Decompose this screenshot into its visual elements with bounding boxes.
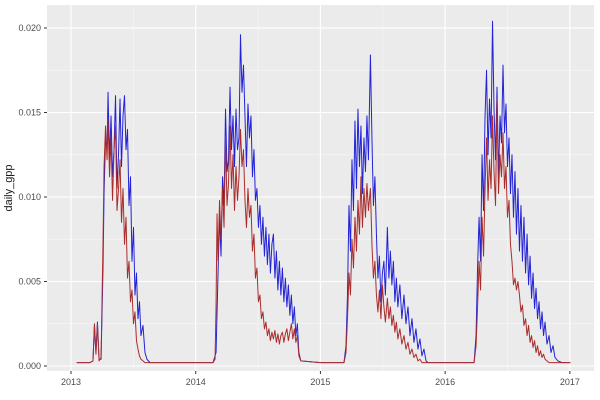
x-tick-label: 2014 (186, 377, 206, 387)
x-tick-label: 2013 (61, 377, 81, 387)
y-tick-label: 0.020 (18, 23, 41, 33)
y-tick-label: 0.010 (18, 192, 41, 202)
gridlines (47, 5, 594, 371)
y-tick-label: 0.000 (18, 361, 41, 371)
y-axis-title: daily_gpp (3, 164, 15, 211)
x-tick-label: 2017 (560, 377, 580, 387)
data-series (76, 20, 571, 364)
axes: 2013 2014 2015 2016 2017 0.000 0.005 0.010 0.015… (18, 23, 579, 387)
red-line (76, 98, 571, 364)
blue-line (76, 20, 571, 364)
y-tick-label: 0.015 (18, 107, 41, 117)
x-tick-label: 2016 (435, 377, 455, 387)
y-tick-label: 0.005 (18, 276, 41, 286)
x-tick-label: 2015 (310, 377, 330, 387)
